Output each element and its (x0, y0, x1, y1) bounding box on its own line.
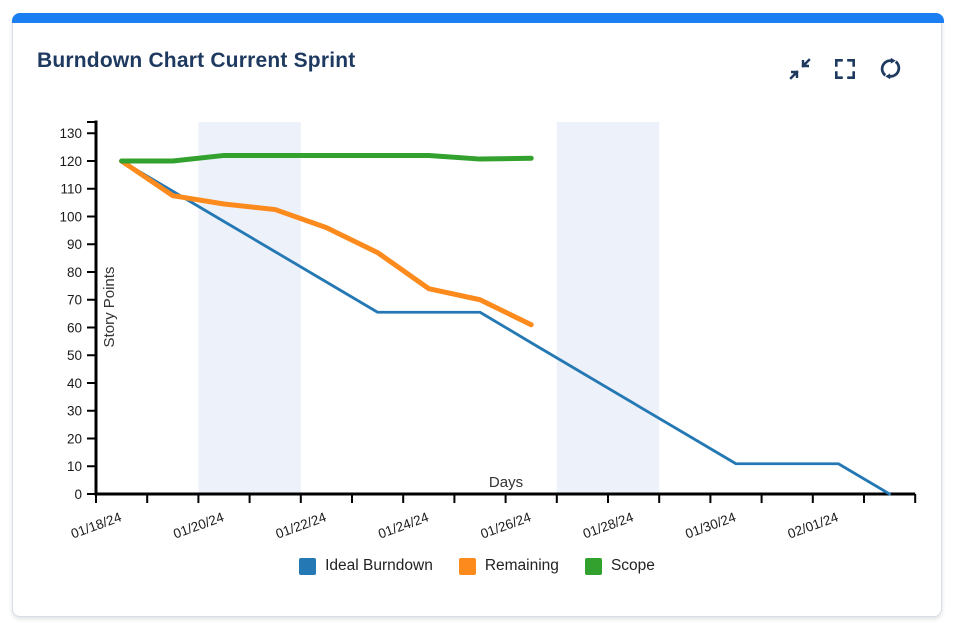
fullscreen-icon (833, 57, 857, 81)
y-tick-label: 120 (59, 154, 82, 169)
legend-item-remaining[interactable]: Remaining (458, 557, 559, 575)
legend-item-ideal-burndown[interactable]: Ideal Burndown (299, 557, 433, 575)
chart-canvas[interactable]: 0 10 20 30 40 50 60 70 80 90 100 110 120 130 01/18/24 0… (31, 111, 931, 556)
legend-swatch-ideal-burndown (299, 557, 317, 575)
burndown-card: Burndown Chart Current Sprint (12, 13, 944, 617)
refresh-button[interactable] (876, 54, 905, 83)
y-tick-label: 0 (74, 487, 82, 502)
fullscreen-button[interactable] (831, 55, 859, 83)
y-tick-label: 10 (67, 459, 82, 474)
x-tick-label: 01/26/24 (479, 509, 534, 541)
x-tick-label: 01/24/24 (376, 509, 431, 541)
legend-label: Remaining (484, 557, 559, 574)
series-line-scope[interactable] (119, 152, 534, 164)
compress-button[interactable] (786, 55, 814, 83)
legend-swatch-scope (584, 557, 602, 575)
y-tick-label: 90 (67, 237, 82, 252)
y-tick-label: 80 (67, 265, 82, 280)
burndown-chart[interactable]: 0 10 20 30 40 50 60 70 80 90 100 110 120 130 01/18/24 0… (31, 111, 931, 556)
legend-item-scope[interactable]: Scope (584, 557, 655, 575)
y-axis-title: Story Points (101, 267, 118, 348)
legend-label: Scope (610, 557, 655, 574)
x-tick-label: 02/01/24 (786, 509, 841, 541)
card-accent-bar (12, 13, 944, 23)
y-tick-label: 20 (67, 431, 82, 446)
card-toolbar (786, 54, 905, 83)
x-tick-label: 01/30/24 (683, 509, 738, 541)
y-tick-label: 110 (60, 182, 82, 197)
series-line-ideal-burndown[interactable] (120, 159, 891, 496)
y-tick-label: 100 (59, 209, 82, 224)
compress-icon (788, 57, 812, 81)
x-tick-label: 01/18/24 (69, 509, 124, 541)
weekend-band (198, 122, 301, 494)
page-title: Burndown Chart Current Sprint (37, 49, 356, 72)
legend-label: Ideal Burndown (325, 557, 433, 574)
y-tick-label: 50 (67, 348, 82, 363)
y-tick-label: 40 (67, 376, 82, 391)
series-line-remaining[interactable] (119, 158, 534, 328)
legend-swatch-remaining (458, 557, 476, 575)
y-tick-label: 30 (67, 404, 82, 419)
chart-legend: Ideal Burndown Remaining Scope (13, 557, 941, 575)
y-tick-label: 60 (67, 320, 82, 335)
x-tick-label: 01/22/24 (274, 509, 329, 541)
x-tick-label: 01/20/24 (171, 509, 226, 541)
weekend-band (556, 122, 660, 494)
y-tick-label: 130 (59, 126, 82, 141)
x-axis-title: Days (489, 474, 523, 491)
y-tick-label: 70 (67, 293, 82, 308)
refresh-icon (878, 56, 903, 81)
x-tick-label: 01/28/24 (581, 509, 636, 541)
